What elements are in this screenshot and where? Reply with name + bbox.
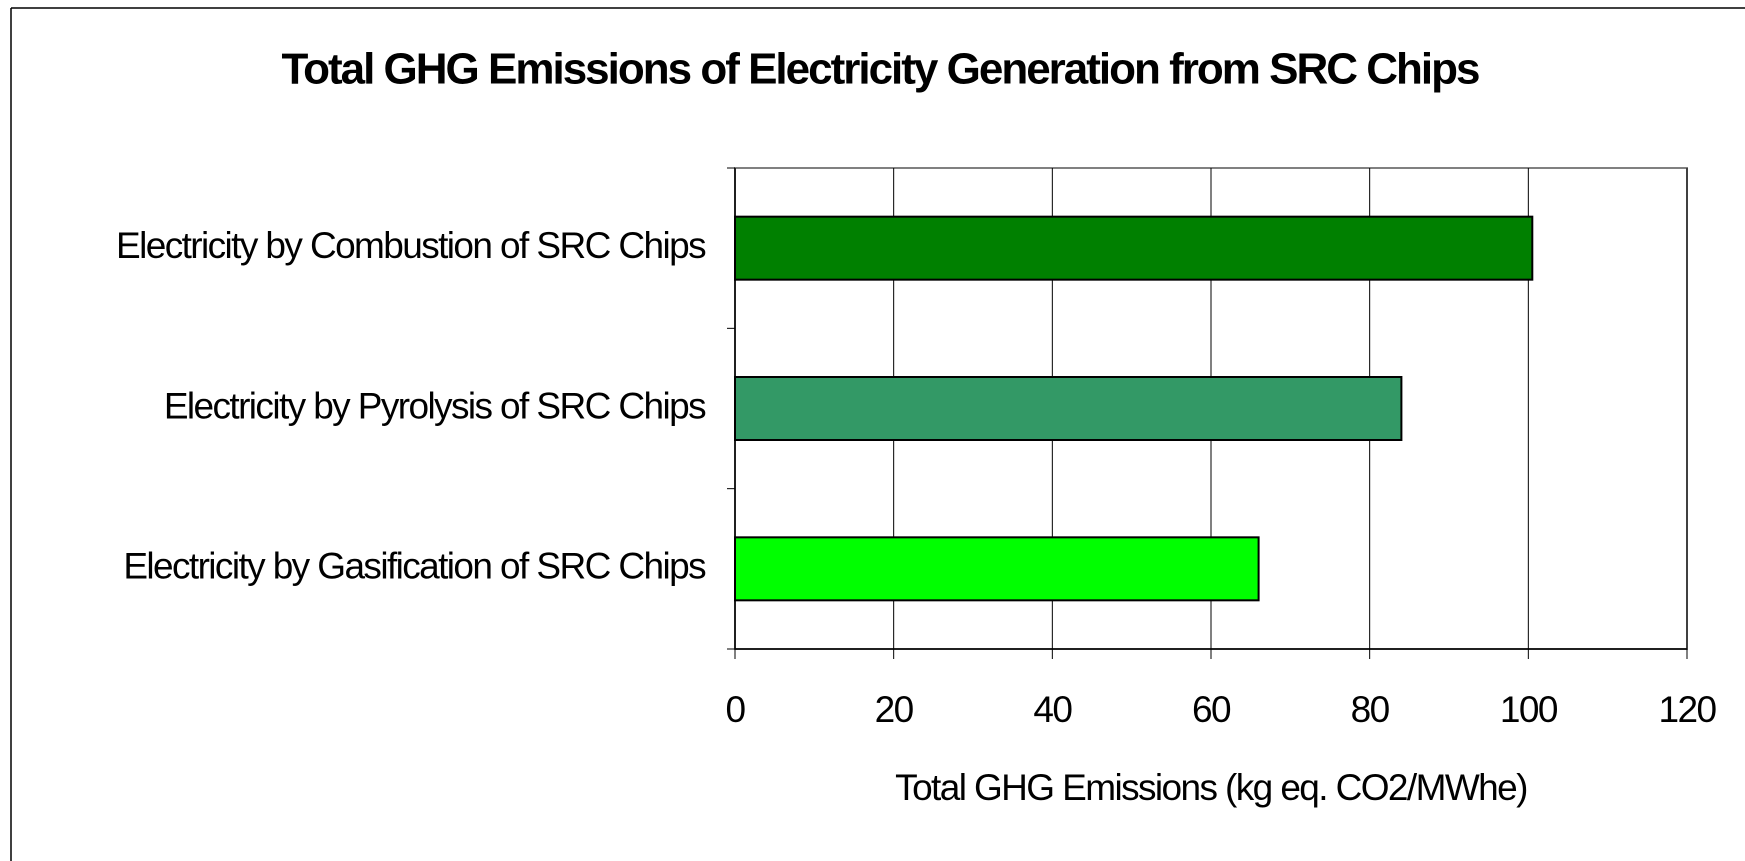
x-tick-label: 60 xyxy=(1192,689,1231,730)
x-tick-label: 80 xyxy=(1351,689,1390,730)
y-tick-label: Electricity by Combustion of SRC Chips xyxy=(116,225,706,266)
x-tick-label: 120 xyxy=(1659,689,1717,730)
bar xyxy=(734,536,1260,602)
y-tick-label: Electricity by Pyrolysis of SRC Chips xyxy=(164,385,706,426)
x-tick-label: 20 xyxy=(875,689,914,730)
chart-title: Total GHG Emissions of Electricity Gener… xyxy=(282,45,1480,94)
bar xyxy=(734,215,1534,281)
x-tick-label: 40 xyxy=(1033,689,1072,730)
x-tick-label: 100 xyxy=(1500,689,1558,730)
x-axis-label: Total GHG Emissions (kg eq. CO2/MWhe) xyxy=(895,767,1527,808)
x-tick-label: 0 xyxy=(726,689,746,730)
y-tick-label: Electricity by Gasification of SRC Chips xyxy=(123,546,706,587)
bar xyxy=(734,376,1403,441)
